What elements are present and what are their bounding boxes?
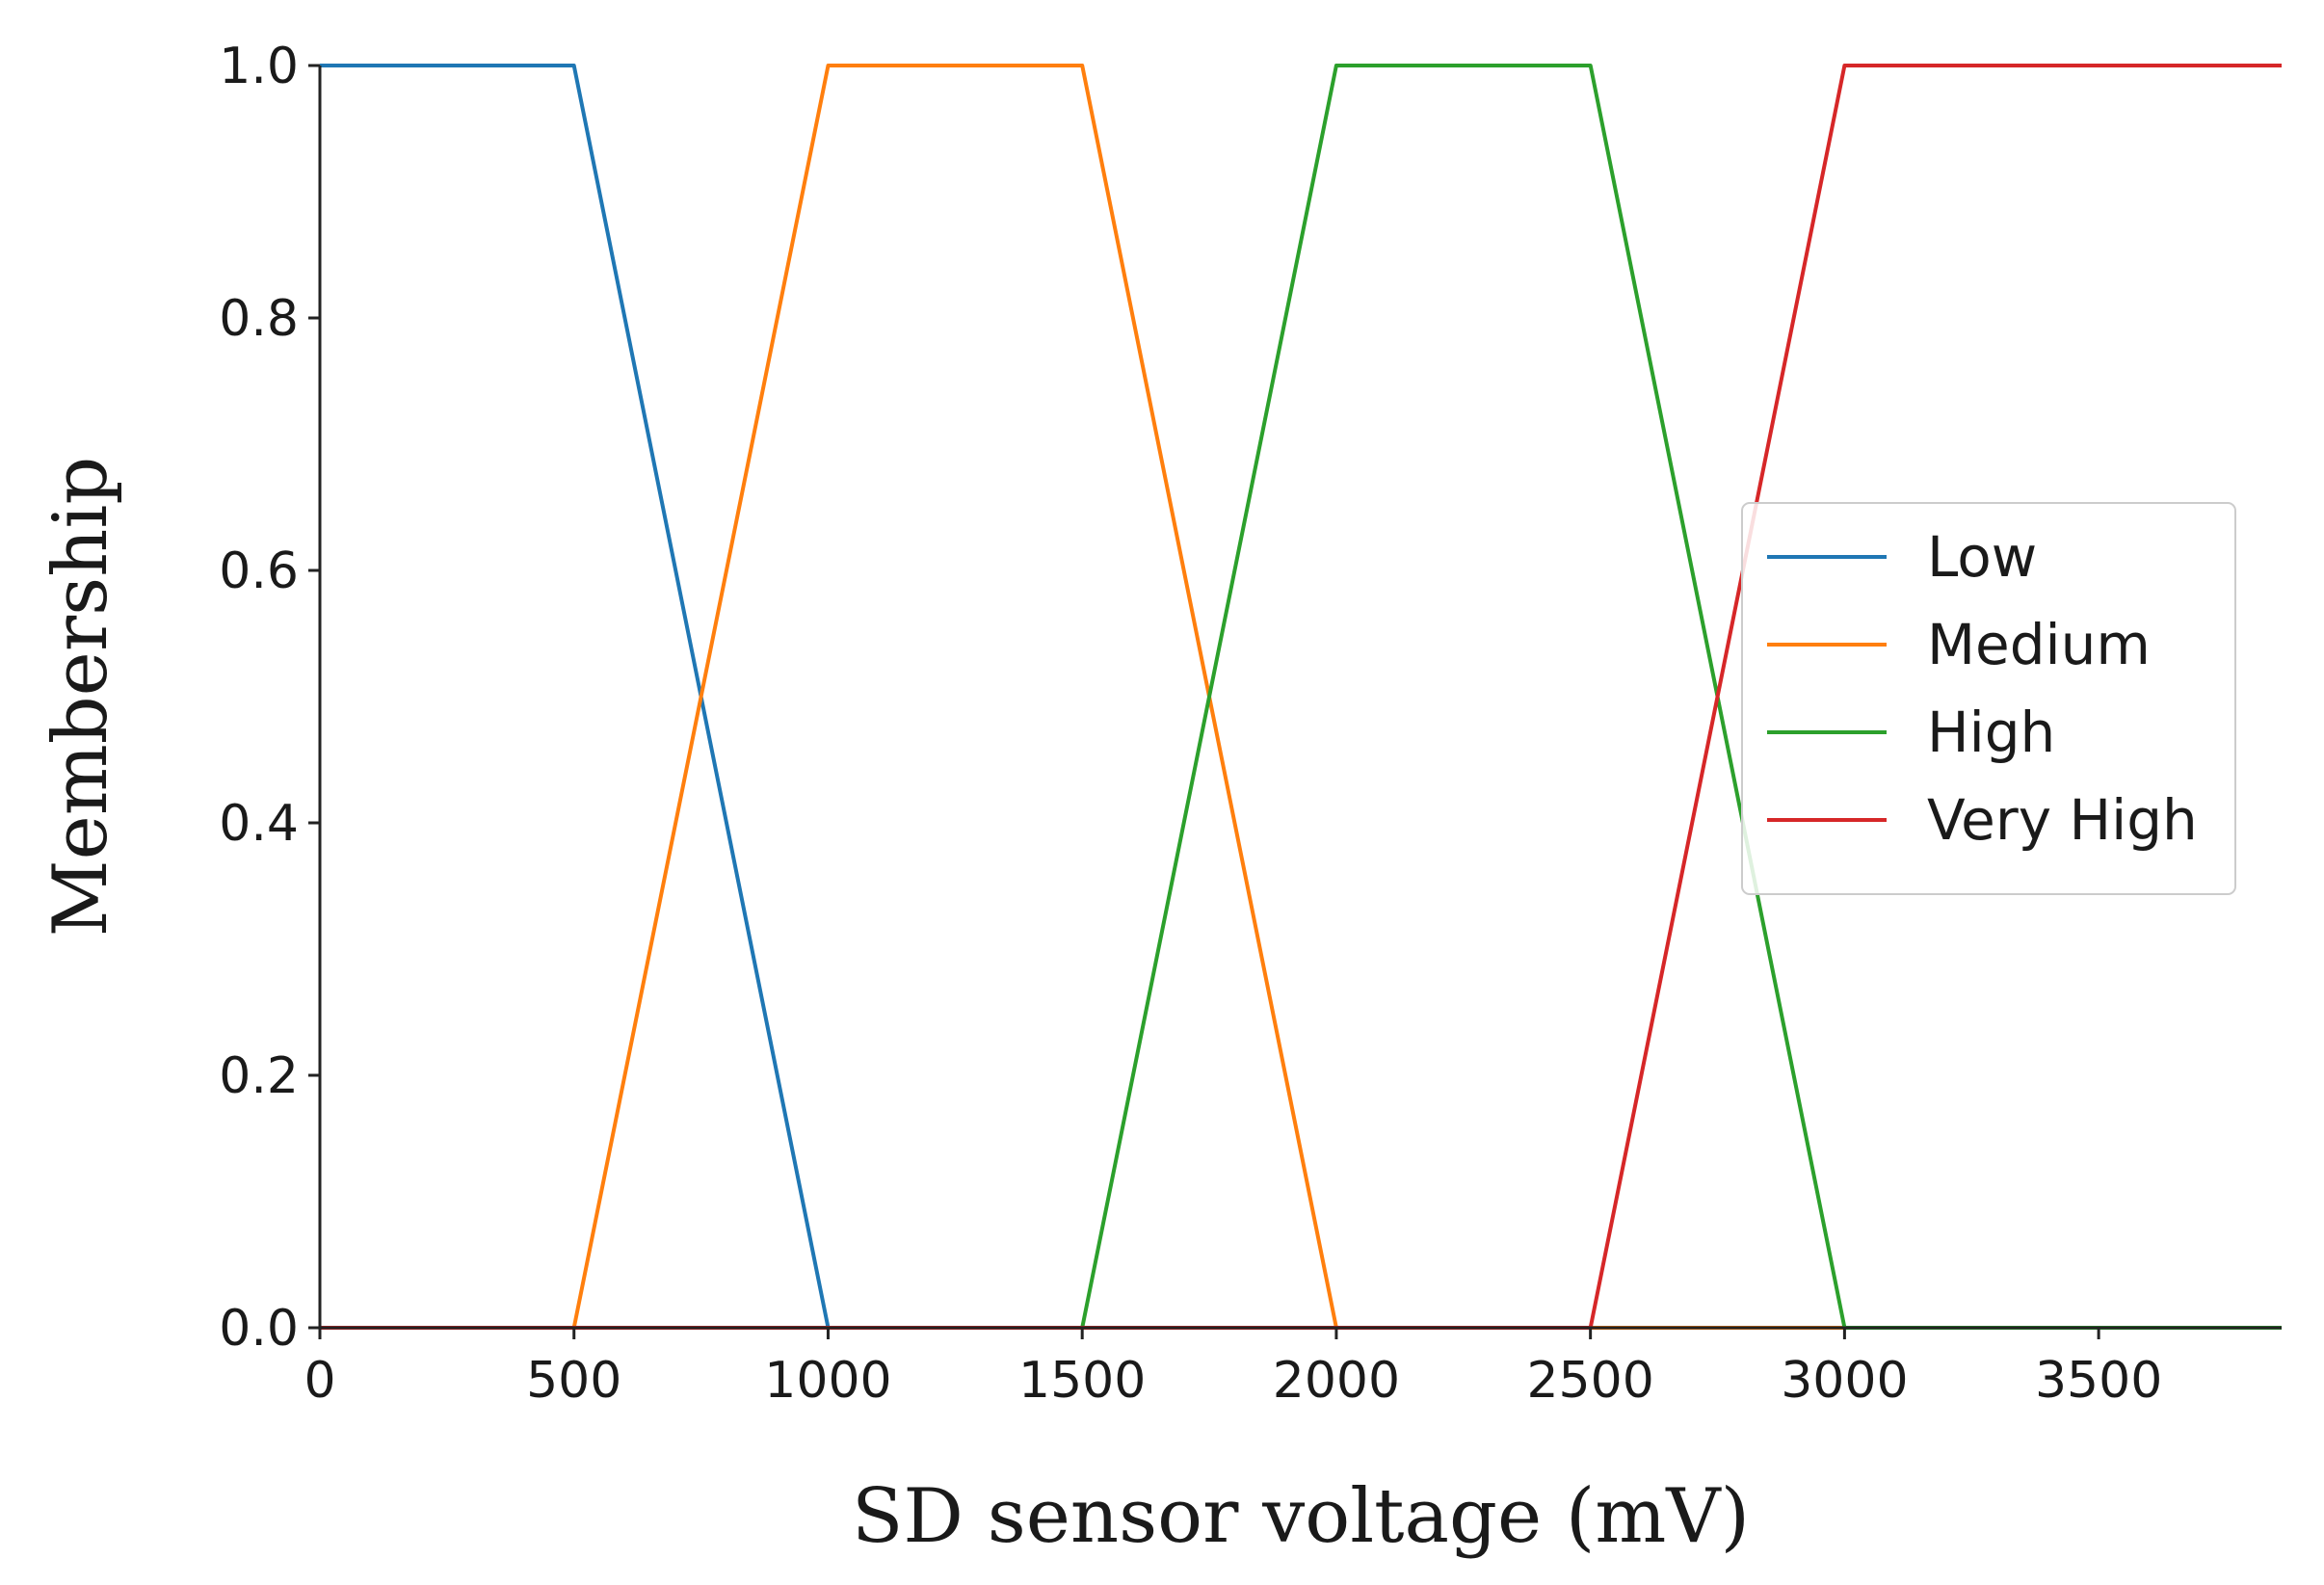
y-ticks: 0.0 0.2 0.4 0.6 0.8 1.0 <box>219 38 320 1358</box>
y-tick-label: 1.0 <box>219 38 299 95</box>
y-tick-label: 0.0 <box>219 1300 299 1358</box>
x-tick-label: 500 <box>526 1352 621 1410</box>
legend-label: High <box>1927 700 2055 765</box>
y-tick-label: 0.6 <box>219 542 299 600</box>
x-tick-label: 0 <box>304 1352 335 1410</box>
x-tick-label: 1000 <box>764 1352 891 1410</box>
x-tick-label: 3500 <box>2035 1352 2162 1410</box>
legend-label: Very High <box>1927 787 2198 853</box>
legend: Low Medium High Very High <box>1741 502 2236 895</box>
x-tick-label: 3000 <box>1781 1352 1908 1410</box>
x-tick-label: 2500 <box>1526 1352 1653 1410</box>
x-ticks: 0 500 1000 1500 2000 2500 3000 3500 <box>304 1328 2162 1410</box>
y-tick-label: 0.2 <box>219 1047 299 1105</box>
y-tick-label: 0.4 <box>219 795 299 853</box>
y-tick-label: 0.8 <box>219 290 299 348</box>
legend-label: Medium <box>1927 612 2151 677</box>
legend-box <box>1741 502 2236 895</box>
legend-label: Low <box>1927 524 2037 590</box>
legend-items: Low Medium High Very High <box>1767 524 2198 853</box>
y-axis-title: Membership <box>38 457 124 938</box>
x-tick-label: 2000 <box>1273 1352 1400 1410</box>
x-axis-title: SD sensor voltage (mV) <box>852 1473 1750 1560</box>
axis-layer: 0 500 1000 1500 2000 2500 3000 3500 0.00.20.40.… <box>38 38 2282 1560</box>
x-tick-label: 1500 <box>1018 1352 1146 1410</box>
